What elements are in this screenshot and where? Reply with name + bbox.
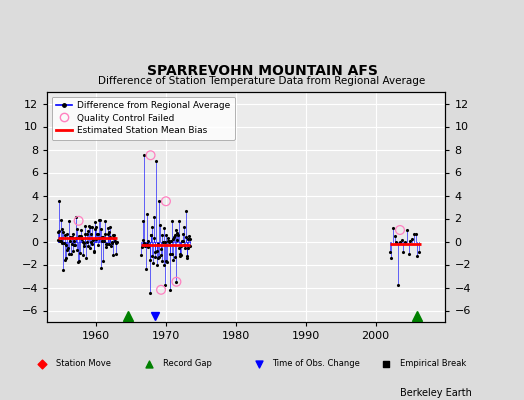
Text: SPARREVOHN MOUNTAIN AFS: SPARREVOHN MOUNTAIN AFS — [147, 64, 377, 78]
Point — [162, 198, 170, 204]
Text: Time of Obs. Change: Time of Obs. Change — [272, 360, 361, 368]
Point — [74, 218, 83, 224]
Point — [382, 361, 390, 367]
Point — [157, 286, 165, 293]
Text: Berkeley Earth: Berkeley Earth — [400, 388, 472, 398]
Point — [172, 278, 181, 285]
Point — [396, 227, 404, 233]
Text: Station Move: Station Move — [56, 360, 111, 368]
Legend: Difference from Regional Average, Quality Control Failed, Estimated Station Mean: Difference from Regional Average, Qualit… — [52, 96, 235, 140]
Point — [146, 152, 155, 158]
Text: Empirical Break: Empirical Break — [400, 360, 466, 368]
Text: Difference of Station Temperature Data from Regional Average: Difference of Station Temperature Data f… — [99, 76, 425, 86]
Text: Record Gap: Record Gap — [163, 360, 212, 368]
Point — [255, 361, 263, 367]
Point — [145, 361, 154, 367]
Point — [38, 361, 46, 367]
